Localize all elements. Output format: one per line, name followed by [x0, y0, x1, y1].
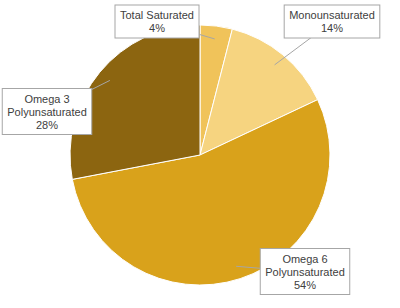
- slice-label: Omega 6Polyunsaturated: [265, 253, 345, 278]
- chart: Total Saturated4% Monounsaturated14% Omega…: [0, 0, 400, 308]
- slice-value-label: 4%: [149, 22, 165, 34]
- slice-value-label: 28%: [36, 119, 58, 131]
- labels: Total Saturated4% Monounsaturated14% Omega…: [2, 5, 380, 295]
- pie: [70, 25, 330, 285]
- callout-box: [284, 5, 380, 38]
- slice-label: Total Saturated: [120, 9, 194, 21]
- callout: Omega 6Polyunsaturated54%: [236, 249, 350, 295]
- slice-label: Omega 3Polyunsaturated: [7, 93, 87, 118]
- slice-label: Monounsaturated: [289, 9, 375, 21]
- callout: Monounsaturated14%: [275, 5, 380, 65]
- callout: Omega 3Polyunsaturated28%: [2, 80, 110, 134]
- callout: Total Saturated4%: [115, 5, 215, 39]
- callout-box: [2, 89, 92, 135]
- callout-box: [115, 5, 199, 38]
- slice-value-label: 54%: [294, 279, 316, 291]
- callout-box: [260, 249, 350, 295]
- slice-value-label: 14%: [321, 22, 343, 34]
